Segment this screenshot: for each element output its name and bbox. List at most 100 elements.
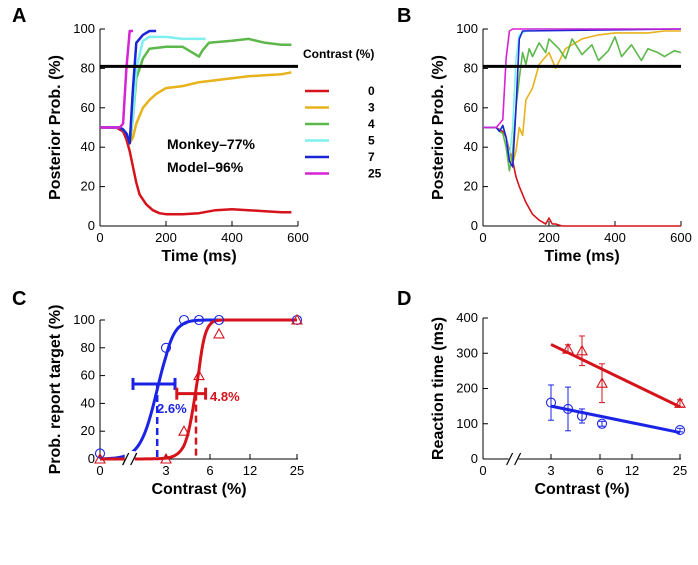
y-tick-label: 400	[456, 310, 478, 325]
data-point-blue	[178, 314, 190, 326]
y-tick-label: 60	[464, 100, 478, 115]
data-point-red	[178, 425, 190, 436]
y-tick-label: 0	[88, 218, 95, 233]
red-fit	[550, 343, 681, 409]
x-tick-label: 6	[596, 463, 603, 478]
y-axis-label: Posterior Prob. (%)	[430, 55, 447, 200]
y-tick-label: 60	[81, 100, 95, 115]
y-tick-label: 100	[456, 416, 478, 431]
series-line-7	[483, 28, 682, 168]
y-tick-label: 300	[456, 345, 478, 360]
x-tick-label: 200	[155, 230, 177, 245]
data-point-blue	[94, 448, 106, 459]
legend-title: Contrast (%)	[303, 47, 374, 61]
x-tick-label: 12	[625, 463, 639, 478]
data-point-blue	[160, 342, 172, 353]
y-axis-label: Reaction time (ms)	[430, 317, 447, 460]
series-line-5	[483, 28, 681, 158]
x-tick-label: 0	[479, 230, 486, 245]
x-tick-label: 3	[162, 463, 169, 478]
series-line-4	[483, 36, 682, 172]
panel-letter: C	[12, 288, 26, 310]
y-tick-label: 40	[81, 139, 95, 154]
threshold-label-red: 4.8%	[210, 389, 240, 404]
x-tick-label: 3	[547, 463, 554, 478]
blue-fit	[550, 404, 681, 435]
x-tick-label: 25	[290, 463, 304, 478]
axis-break-mark	[122, 452, 130, 466]
y-tick-label: 200	[456, 381, 478, 396]
fit-curve-red	[100, 318, 297, 461]
x-tick-label: 0	[479, 463, 486, 478]
panel-a: A 0 20 40 60 80 100 0 200 400 600 Time (ms) Posterio…	[12, 5, 382, 265]
panel-letter: B	[397, 5, 411, 27]
y-tick-label: 0	[471, 218, 478, 233]
data-point-red	[674, 397, 686, 408]
x-tick-label: 400	[604, 230, 626, 245]
x-tick-label: 6	[206, 463, 213, 478]
legend-label: 3	[368, 101, 375, 115]
y-tick-label: 40	[464, 139, 478, 154]
y-tick-label: 20	[464, 179, 478, 194]
threshold-label-blue: 2.6%	[157, 401, 187, 416]
panel-letter: D	[397, 288, 411, 310]
y-tick-label: 80	[81, 60, 95, 75]
x-tick-label: 400	[221, 230, 243, 245]
data-point-red	[562, 342, 574, 354]
fit-curve-blue	[100, 318, 297, 461]
data-point-blue	[576, 410, 588, 422]
legend-label: 4	[368, 117, 375, 131]
data-point-blue	[545, 397, 557, 408]
legend-label: 5	[368, 134, 375, 148]
y-tick-label: 20	[81, 179, 95, 194]
x-tick-label: 12	[243, 463, 257, 478]
y-tick-label: 40	[81, 395, 95, 410]
y-tick-label: 100	[73, 21, 95, 36]
series-line-3	[100, 71, 292, 145]
x-tick-label: 200	[538, 230, 560, 245]
data-point-red	[94, 452, 106, 464]
data-point-blue	[596, 418, 608, 429]
y-tick-label: 0	[88, 451, 95, 466]
legend-label: 7	[368, 150, 375, 164]
annotation-monkey: Monkey–77%	[167, 136, 255, 152]
x-tick-label: 600	[287, 230, 309, 245]
panel-d: D 0 100 200 300 400 0 3 6 12 25 Contrast (%) Reactio…	[397, 288, 687, 498]
x-axis-label: Time (ms)	[544, 248, 619, 265]
data-point-red	[193, 369, 205, 381]
y-tick-label: 80	[464, 60, 478, 75]
data-point-blue	[562, 403, 574, 414]
series-line-25	[100, 29, 133, 129]
series-line-25	[483, 28, 681, 129]
y-tick-label: 100	[456, 21, 478, 36]
x-axis-label: Time (ms)	[161, 248, 236, 265]
x-axis-label: Contrast (%)	[534, 481, 629, 498]
axis-break-gap	[124, 451, 135, 467]
panel-b: B 0 20 40 60 80 100 0 200 400 600 Time (ms) Posterio…	[397, 5, 692, 265]
data-point-red	[291, 313, 303, 325]
x-axis-label: Contrast (%)	[151, 481, 246, 498]
axis-break-mark	[130, 452, 138, 466]
panel-letter: A	[12, 5, 26, 27]
y-tick-label: 100	[73, 312, 95, 327]
x-tick-label: 0	[96, 463, 103, 478]
y-tick-label: 60	[81, 368, 95, 383]
data-point-red	[213, 327, 225, 339]
y-axis-label: Prob. report target (%)	[47, 305, 64, 475]
data-point-blue	[213, 314, 225, 326]
panel-c: C 0 20 40 60 80 100 0 3 6 12 25 Contrast (%) Prob. re…	[12, 288, 304, 498]
series-line-0	[100, 126, 292, 216]
series-line-7	[100, 29, 157, 145]
axis-break-mark	[506, 452, 514, 466]
axis-break-mark	[514, 452, 522, 466]
y-tick-label: 80	[81, 340, 95, 355]
x-tick-label: 600	[670, 230, 692, 245]
data-point-blue	[193, 314, 205, 326]
y-tick-label: 0	[471, 451, 478, 466]
axis-break-gap	[508, 452, 519, 466]
data-point-red	[160, 452, 172, 464]
legend-label: 25	[368, 167, 382, 181]
y-axis-label: Posterior Prob. (%)	[47, 55, 64, 200]
x-tick-label: 0	[96, 230, 103, 245]
